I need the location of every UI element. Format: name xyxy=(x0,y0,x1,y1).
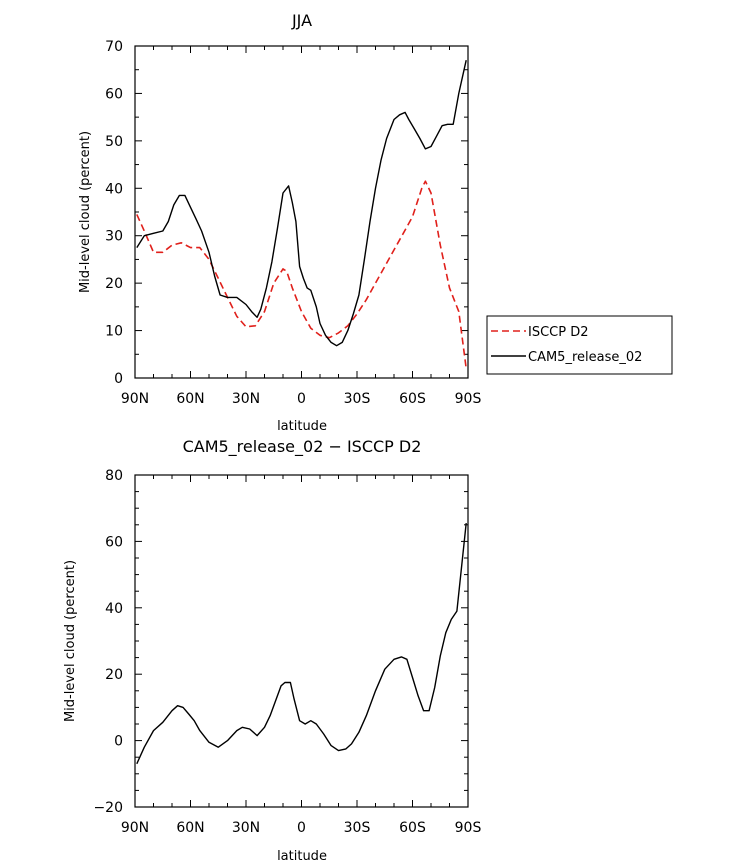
top-y-tick-label: 0 xyxy=(114,371,123,387)
bottom-series-line-difference xyxy=(136,523,467,765)
bottom-chart-title: CAM5_release_02 − ISCCP D2 xyxy=(183,437,422,457)
bottom-y-tick-label: 60 xyxy=(105,534,123,550)
bottom-x-tick-label: 60N xyxy=(176,820,204,836)
top-plot-frame xyxy=(134,45,469,379)
top-y-tick-label: 20 xyxy=(105,276,123,292)
bottom-y-tick-label: 40 xyxy=(105,601,123,617)
bottom-y-tick-label: 20 xyxy=(105,667,123,683)
bottom-x-tick-label: 90N xyxy=(121,820,149,836)
bottom-x-tick-label: 60S xyxy=(399,820,426,836)
top-y-tick-label: 40 xyxy=(105,181,123,197)
top-series-line-isccp-d2 xyxy=(136,180,467,369)
top-y-tick-label: 10 xyxy=(105,324,123,340)
bottom-series xyxy=(136,523,467,765)
legend-label-isccp: ISCCP D2 xyxy=(528,325,589,340)
top-x-tick-label: 90S xyxy=(455,391,482,407)
bottom-x-tick-label: 30S xyxy=(344,820,371,836)
bottom-y-tick-label: 0 xyxy=(114,734,123,750)
top-y-tick-label: 60 xyxy=(105,86,123,102)
bottom-y-tick-label: −20 xyxy=(93,800,123,816)
panel-bottom: CAM5_release_02 − ISCCP D2 latitude Mid-… xyxy=(63,437,481,864)
top-x-axis-label: latitude xyxy=(277,419,327,434)
bottom-x-tick-label: 30N xyxy=(232,820,260,836)
top-x-tick-label: 30N xyxy=(232,391,260,407)
top-chart-title: JJA xyxy=(291,11,312,30)
bottom-plot-frame xyxy=(134,474,469,808)
bottom-y-ticks: −20 0 20 40 60 80 xyxy=(93,468,468,816)
top-x-tick-label: 30S xyxy=(344,391,371,407)
top-series xyxy=(136,60,467,369)
top-x-tick-label: 0 xyxy=(297,391,306,407)
panel-top: JJA latitude Mid-level cloud (percent) 9… xyxy=(78,11,673,434)
legend-label-cam5: CAM5_release_02 xyxy=(528,350,642,365)
top-series-line-cam5-release-02 xyxy=(136,60,467,347)
top-y-tick-label: 70 xyxy=(105,39,123,55)
bottom-x-axis-label: latitude xyxy=(277,849,327,864)
top-x-tick-label: 60N xyxy=(176,391,204,407)
top-y-tick-label: 50 xyxy=(105,134,123,150)
bottom-y-tick-label: 80 xyxy=(105,468,123,484)
bottom-y-axis-label: Mid-level cloud (percent) xyxy=(63,560,78,722)
bottom-x-ticks: 90N 60N 30N 0 30S 60S 90S xyxy=(121,475,482,836)
top-x-tick-label: 60S xyxy=(399,391,426,407)
bottom-x-tick-label: 0 xyxy=(297,820,306,836)
legend: ISCCP D2 CAM5_release_02 xyxy=(486,315,673,375)
legend-box xyxy=(486,315,673,375)
top-y-tick-label: 30 xyxy=(105,229,123,245)
top-y-axis-label: Mid-level cloud (percent) xyxy=(78,131,93,293)
bottom-x-tick-label: 90S xyxy=(455,820,482,836)
top-x-tick-label: 90N xyxy=(121,391,149,407)
top-x-ticks: 90N 60N 30N 0 30S 60S 90S xyxy=(121,46,482,407)
